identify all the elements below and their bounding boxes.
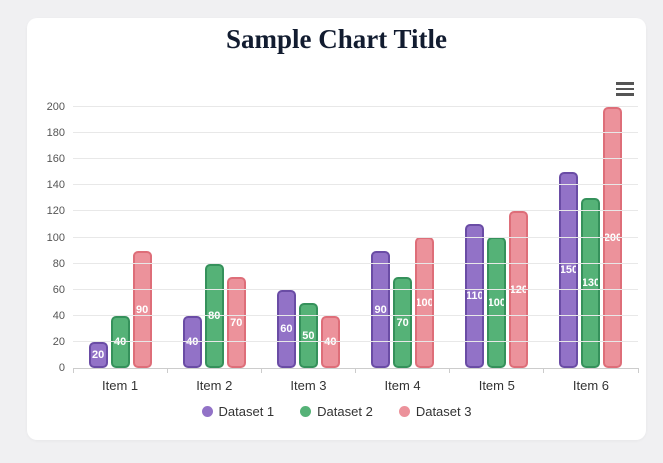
x-axis-category-label: Item 3 [290, 378, 327, 393]
bar-group: 20 40 90 [73, 107, 167, 368]
bar[interactable]: 20 [88, 342, 108, 368]
bar[interactable]: 90 [132, 251, 152, 368]
gridline [73, 314, 638, 316]
gridline [73, 210, 638, 212]
bar[interactable]: 130 [581, 198, 601, 368]
x-axis-category-label: Item 2 [196, 378, 233, 393]
x-axis: Item 1 Item 2 Item 3 Item 4 Item 5 Item 6 [73, 378, 638, 393]
hamburger-menu-icon [616, 82, 634, 85]
bar-value-label: 110 [467, 290, 483, 302]
gridline [73, 132, 638, 134]
bar[interactable]: 90 [371, 251, 391, 368]
bar[interactable]: 80 [204, 264, 224, 368]
bar-value-label: 40 [324, 336, 337, 348]
bar-value-label: 60 [280, 323, 293, 335]
x-axis-tick [355, 368, 356, 373]
y-axis-tick-label: 100 [46, 231, 65, 244]
bar-value-label: 200 [605, 231, 621, 244]
y-axis-tick-label: 200 [46, 101, 65, 113]
x-axis-category-label: Item 5 [478, 378, 515, 393]
bar[interactable]: 40 [320, 316, 340, 368]
y-axis-tick-label: 140 [46, 179, 65, 192]
gridline [73, 262, 638, 264]
y-axis: 0 20 40 60 80 100 120 140 160 180 200 [27, 101, 65, 374]
bar-value-label: 50 [302, 329, 315, 342]
bar[interactable]: 100 [487, 237, 507, 368]
y-axis-tick-label: 0 [58, 362, 65, 374]
chart-card: Sample Chart Title 0 20 40 60 80 100 120 140 160… [27, 18, 646, 440]
chart-title: Sample Chart Title [225, 24, 447, 54]
bar[interactable]: 200 [603, 107, 623, 368]
hamburger-menu-icon [616, 87, 634, 91]
bar-value-label: 90 [374, 303, 387, 316]
x-axis-category-label: Item 4 [384, 378, 421, 393]
bar[interactable]: 70 [226, 277, 246, 368]
gridline [73, 236, 638, 238]
legend-item[interactable]: Dataset 2 [300, 404, 373, 419]
x-axis-category-label: Item 6 [572, 378, 609, 393]
bar-groups: 2040904080706050409070100110100120150130… [73, 107, 638, 368]
gridline [73, 288, 638, 290]
legend-item[interactable]: Dataset 1 [201, 404, 275, 419]
bar[interactable]: 110 [465, 224, 485, 368]
bar-value-label: 20 [91, 349, 105, 361]
bar-value-label: 40 [186, 336, 199, 348]
bar-value-label: 100 [489, 296, 505, 309]
x-axis-tick [166, 368, 168, 373]
bar-value-label: 40 [113, 336, 127, 348]
bar-value-label: 130 [583, 277, 599, 289]
bar[interactable]: 40 [182, 316, 202, 368]
x-axis-tick [449, 368, 451, 373]
gridline [73, 340, 638, 342]
y-axis-tick-label: 120 [46, 205, 65, 218]
bar[interactable]: 150 [559, 172, 579, 368]
y-axis-tick-label: 60 [52, 283, 65, 296]
bar[interactable]: 60 [276, 290, 296, 368]
x-axis-tick [72, 368, 74, 373]
hamburger-menu-icon [616, 93, 634, 96]
legend-item[interactable]: Dataset 3 [398, 404, 472, 419]
x-axis-tick [637, 368, 639, 373]
bar-value-label: 100 [417, 296, 433, 309]
y-axis-tick-label: 160 [46, 153, 65, 166]
x-axis-tick [260, 368, 262, 373]
chart-context-menu-button[interactable] [613, 79, 637, 99]
bar-group: 110100120 [450, 107, 544, 368]
legend-marker-icon [398, 406, 410, 417]
bar[interactable]: 50 [298, 303, 318, 368]
bar-group: 60 50 40 [261, 107, 355, 368]
bar-value-label: 70 [396, 316, 409, 329]
y-axis-tick-label: 180 [46, 127, 65, 140]
legend-marker-icon [201, 406, 213, 417]
legend: Dataset 1 Dataset 2 Dataset 3 [27, 404, 646, 419]
bar-value-label: 80 [208, 310, 221, 322]
bar[interactable]: 40 [110, 316, 130, 368]
legend-marker-icon [300, 406, 312, 417]
gridline [73, 184, 638, 186]
bar-group: 150 130 200 [544, 107, 638, 368]
bar-value-label: 150 [561, 264, 577, 276]
bar-group: 40 80 70 [167, 107, 261, 368]
legend-label: Dataset 1 [218, 404, 275, 419]
plot-area: 2040904080706050409070100110100120150130… [72, 106, 639, 373]
bar-value-label: 70 [230, 316, 243, 329]
bar[interactable]: 70 [393, 277, 413, 368]
x-axis-tick [543, 368, 545, 373]
x-axis-category-label: Item 1 [102, 378, 139, 393]
gridline [73, 158, 638, 160]
legend-label: Dataset 3 [415, 404, 472, 419]
bar[interactable]: 100 [415, 237, 435, 368]
y-axis-tick-label: 40 [52, 309, 65, 322]
y-axis-tick-label: 20 [52, 335, 65, 348]
gridline [73, 106, 638, 107]
bar-group: 90 70 100 [356, 107, 450, 368]
bar-value-label: 90 [135, 303, 149, 316]
legend-label: Dataset 2 [317, 404, 373, 419]
y-axis-tick-label: 80 [52, 257, 65, 270]
